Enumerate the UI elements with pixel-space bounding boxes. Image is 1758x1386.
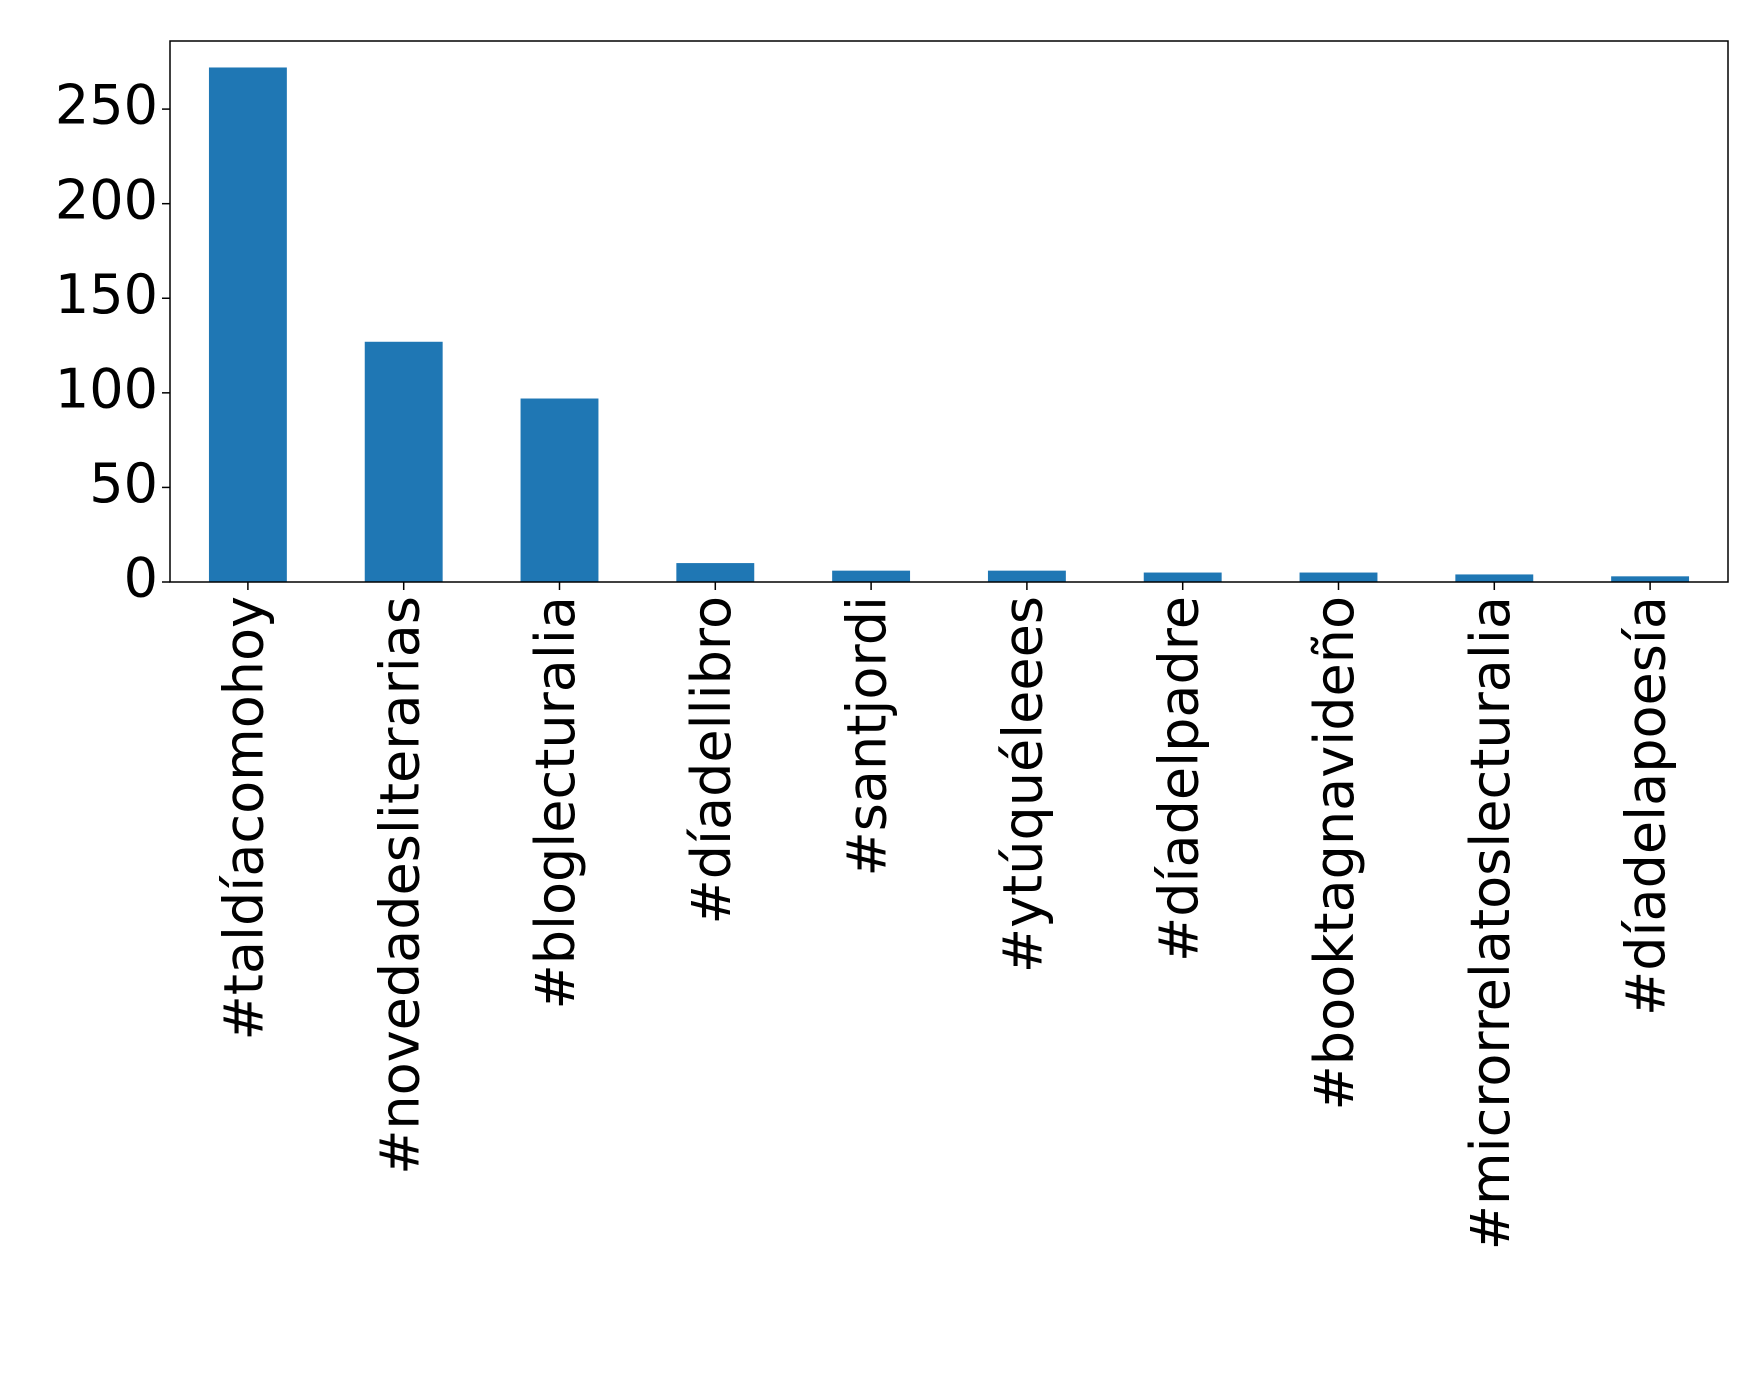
- y-tick-label: 250: [55, 74, 158, 137]
- bar: [1143, 572, 1222, 582]
- x-tick-label: #díadelapoesía: [1615, 596, 1678, 1016]
- x-tick-label: #díadelpadre: [1147, 596, 1210, 962]
- x-tick-label: #ytúquéleees: [992, 596, 1055, 973]
- x-tick-label: #taldíacomohoy: [213, 596, 276, 1040]
- bar: [987, 570, 1066, 582]
- x-tick-label: #santjordi: [836, 596, 899, 876]
- x-tick-label: #microrrelatoslecturalia: [1459, 596, 1522, 1250]
- x-tick-label: #booktagnavideño: [1303, 596, 1366, 1110]
- bar: [364, 341, 443, 582]
- y-tick-label: 0: [124, 547, 158, 610]
- bar: [520, 398, 599, 582]
- y-tick-label: 150: [55, 263, 158, 326]
- y-tick-label: 100: [55, 357, 158, 420]
- bar: [1611, 576, 1690, 582]
- x-tick-label: #díadellibro: [680, 596, 743, 924]
- y-tick-label: 200: [55, 168, 158, 231]
- y-tick-label: 50: [89, 452, 158, 515]
- x-tick-label: #bloglecturalia: [524, 596, 587, 1010]
- bar: [676, 563, 755, 582]
- bar: [832, 570, 911, 582]
- plot-frame: [169, 40, 1729, 583]
- bar: [1299, 572, 1378, 582]
- bar: [208, 67, 287, 582]
- bar: [1455, 574, 1534, 582]
- x-tick-label: #novedadesliterarias: [368, 596, 431, 1175]
